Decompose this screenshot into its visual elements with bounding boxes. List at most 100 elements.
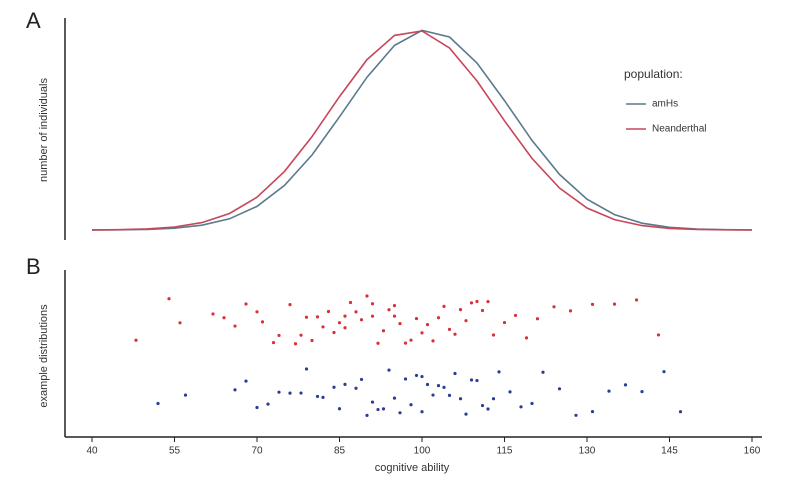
x-axis-label: cognitive ability bbox=[375, 462, 450, 474]
point bbox=[365, 294, 369, 298]
point bbox=[508, 390, 512, 394]
point bbox=[321, 325, 325, 329]
point bbox=[299, 333, 303, 337]
point bbox=[403, 377, 408, 381]
point bbox=[277, 333, 281, 338]
point bbox=[233, 324, 237, 328]
y-axis-label: number of individuals bbox=[38, 78, 50, 182]
point bbox=[464, 319, 468, 323]
point bbox=[436, 316, 441, 320]
point bbox=[420, 331, 424, 335]
point bbox=[288, 391, 292, 395]
point bbox=[414, 316, 419, 321]
point bbox=[326, 309, 331, 314]
point bbox=[332, 330, 336, 335]
y-axis-label: example distributions bbox=[38, 304, 50, 408]
point bbox=[392, 396, 397, 400]
point bbox=[167, 297, 171, 301]
point bbox=[271, 341, 276, 345]
point bbox=[376, 341, 380, 345]
point bbox=[244, 302, 248, 306]
point bbox=[381, 407, 386, 411]
point bbox=[359, 377, 364, 382]
point bbox=[662, 370, 666, 374]
point bbox=[491, 333, 496, 337]
point bbox=[304, 315, 309, 319]
point bbox=[469, 378, 474, 382]
x-tick-label: 85 bbox=[334, 446, 346, 457]
point bbox=[513, 313, 518, 318]
point bbox=[392, 304, 397, 308]
x-tick-label: 160 bbox=[744, 446, 761, 457]
legend-title: population: bbox=[624, 67, 683, 81]
point bbox=[156, 401, 160, 406]
point bbox=[293, 342, 298, 346]
x-tick-label: 145 bbox=[661, 446, 678, 457]
density-line bbox=[91, 30, 753, 231]
point bbox=[299, 391, 303, 395]
point bbox=[623, 383, 628, 387]
point bbox=[288, 302, 292, 307]
point bbox=[260, 320, 265, 324]
point bbox=[403, 341, 408, 345]
x-tick-label: 115 bbox=[497, 446, 513, 457]
point bbox=[310, 338, 314, 343]
panel-label: A bbox=[26, 8, 41, 33]
point bbox=[315, 315, 320, 319]
point bbox=[425, 323, 430, 327]
point bbox=[387, 308, 391, 312]
point bbox=[568, 309, 573, 313]
panel-label: B bbox=[26, 254, 41, 279]
point bbox=[480, 403, 485, 408]
point bbox=[442, 304, 446, 308]
point bbox=[348, 300, 353, 305]
point bbox=[409, 403, 413, 407]
point bbox=[458, 397, 463, 401]
point bbox=[337, 407, 342, 411]
point bbox=[398, 411, 402, 415]
point bbox=[634, 298, 639, 302]
point bbox=[337, 321, 342, 325]
point bbox=[557, 387, 562, 391]
x-tick-label: 55 bbox=[169, 446, 181, 457]
point bbox=[381, 329, 386, 333]
point bbox=[486, 299, 490, 304]
point bbox=[409, 338, 413, 342]
point bbox=[420, 410, 424, 414]
point bbox=[678, 410, 683, 414]
point bbox=[535, 317, 540, 321]
point bbox=[370, 302, 375, 306]
point bbox=[359, 318, 364, 322]
point bbox=[640, 389, 644, 394]
point bbox=[266, 402, 270, 406]
point bbox=[420, 374, 424, 379]
point bbox=[398, 322, 402, 326]
point bbox=[502, 320, 507, 325]
legend-label: Neanderthal bbox=[652, 124, 706, 135]
legend-label: amHs bbox=[652, 99, 678, 110]
point bbox=[414, 373, 419, 378]
point bbox=[590, 409, 595, 414]
point bbox=[255, 405, 259, 410]
point bbox=[370, 400, 375, 404]
point bbox=[343, 382, 347, 386]
point bbox=[469, 301, 474, 305]
point bbox=[255, 310, 259, 314]
point bbox=[376, 407, 380, 412]
point bbox=[524, 336, 529, 340]
point bbox=[530, 401, 534, 406]
point bbox=[480, 308, 485, 313]
x-tick-label: 70 bbox=[251, 446, 263, 457]
point bbox=[425, 382, 430, 387]
point bbox=[442, 385, 446, 390]
point bbox=[233, 388, 237, 392]
point bbox=[607, 389, 611, 393]
point bbox=[431, 393, 435, 397]
point bbox=[343, 314, 347, 318]
point bbox=[497, 370, 501, 374]
point bbox=[486, 407, 490, 411]
point bbox=[612, 302, 617, 306]
point bbox=[183, 393, 188, 397]
point bbox=[354, 386, 358, 390]
point bbox=[436, 384, 441, 388]
